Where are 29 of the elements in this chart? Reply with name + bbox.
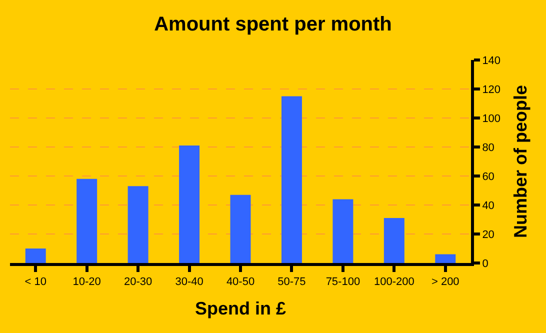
bar bbox=[76, 178, 98, 263]
bar bbox=[332, 199, 354, 263]
bar bbox=[384, 218, 404, 263]
chart-title: Amount spent per month bbox=[154, 14, 392, 36]
x-tick-label: 100-200 bbox=[374, 276, 414, 288]
x-tick-label: 75-100 bbox=[326, 276, 360, 288]
bar bbox=[230, 194, 251, 263]
y-tick-label: 100 bbox=[482, 112, 501, 125]
x-tick-label: 50-75 bbox=[278, 276, 306, 288]
y-tick-label: 20 bbox=[482, 228, 494, 241]
y-tick-label: 80 bbox=[482, 142, 494, 154]
y-tick-label: 40 bbox=[482, 200, 494, 212]
y-axis-title: Number of people bbox=[510, 84, 531, 238]
x-tick-label: 20-30 bbox=[124, 276, 152, 288]
bar bbox=[179, 146, 200, 263]
bar bbox=[435, 254, 456, 263]
x-tick-label: 10-20 bbox=[72, 276, 101, 288]
bar bbox=[128, 186, 148, 263]
bar bbox=[25, 248, 46, 263]
x-tick-label: < 10 bbox=[24, 276, 46, 288]
bar bbox=[281, 96, 302, 263]
x-tick-label: 40-50 bbox=[226, 276, 255, 288]
y-tick-label: 140 bbox=[482, 54, 501, 67]
x-tick-label: 30-40 bbox=[175, 276, 204, 288]
y-tick-label: 0 bbox=[482, 258, 488, 270]
x-axis-title: Spend in £ bbox=[194, 298, 286, 318]
y-tick-label: 60 bbox=[482, 170, 494, 183]
y-tick-label: 120 bbox=[482, 84, 501, 96]
x-tick-label: > 200 bbox=[431, 276, 460, 288]
